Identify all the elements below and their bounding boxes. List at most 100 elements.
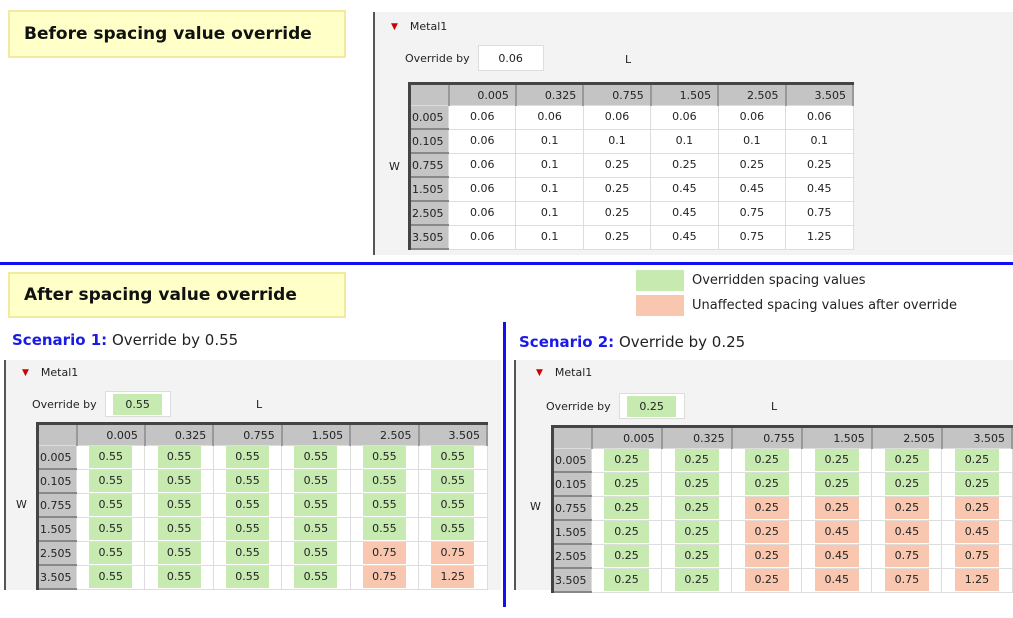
- spacing-cell[interactable]: 0.45: [941, 519, 1013, 545]
- spacing-cell[interactable]: 0.25: [871, 448, 943, 473]
- spacing-cell[interactable]: 0.55: [75, 540, 146, 566]
- spacing-cell[interactable]: 0.45: [650, 200, 719, 226]
- spacing-cell[interactable]: 0.06: [717, 105, 787, 130]
- spacing-cell[interactable]: 0.25: [941, 471, 1013, 497]
- spacing-cell[interactable]: 0.25: [661, 448, 733, 473]
- spacing-cell[interactable]: 0.25: [731, 495, 803, 521]
- spacing-cell[interactable]: 0.75: [871, 567, 943, 593]
- spacing-cell[interactable]: 0.06: [582, 105, 652, 130]
- spacing-cell[interactable]: 0.1: [515, 224, 584, 250]
- spacing-cell[interactable]: 0.06: [447, 128, 517, 154]
- spacing-cell[interactable]: 0.75: [717, 200, 787, 226]
- spacing-cell[interactable]: 0.55: [75, 492, 146, 518]
- spacing-cell[interactable]: 0.55: [281, 492, 351, 518]
- spacing-cell[interactable]: 0.55: [281, 516, 351, 542]
- spacing-cell[interactable]: 0.55: [75, 564, 146, 590]
- spacing-cell[interactable]: 0.55: [144, 564, 214, 590]
- spacing-cell[interactable]: 0.06: [447, 200, 517, 226]
- spacing-cell[interactable]: 0.06: [447, 176, 517, 202]
- spacing-cell[interactable]: 0.25: [590, 543, 663, 569]
- spacing-cell[interactable]: 0.45: [717, 176, 787, 202]
- spacing-cell[interactable]: 0.75: [349, 564, 420, 590]
- spacing-cell[interactable]: 0.25: [650, 152, 719, 178]
- spacing-cell[interactable]: 0.55: [144, 516, 214, 542]
- spacing-cell[interactable]: 0.55: [281, 564, 351, 590]
- spacing-cell[interactable]: 0.25: [801, 448, 873, 473]
- spacing-cell[interactable]: 0.1: [515, 176, 584, 202]
- spacing-cell[interactable]: 0.55: [144, 468, 214, 494]
- spacing-cell[interactable]: 0.25: [871, 495, 943, 521]
- spacing-cell[interactable]: 0.25: [590, 471, 663, 497]
- spacing-cell[interactable]: 0.25: [785, 152, 854, 178]
- spacing-cell[interactable]: 0.45: [801, 519, 873, 545]
- metal1-expander[interactable]: ▼ Metal1: [391, 20, 447, 33]
- spacing-cell[interactable]: 0.06: [447, 152, 517, 178]
- spacing-cell[interactable]: 0.25: [661, 567, 733, 593]
- spacing-cell[interactable]: 0.75: [871, 543, 943, 569]
- spacing-cell[interactable]: 0.25: [731, 567, 803, 593]
- spacing-cell[interactable]: 0.55: [281, 540, 351, 566]
- spacing-cell[interactable]: 0.25: [941, 448, 1013, 473]
- spacing-cell[interactable]: 0.55: [349, 445, 420, 470]
- spacing-cell[interactable]: 0.55: [212, 492, 283, 518]
- spacing-cell[interactable]: 0.55: [281, 468, 351, 494]
- spacing-cell[interactable]: 0.25: [582, 152, 652, 178]
- spacing-cell[interactable]: 0.25: [717, 152, 787, 178]
- spacing-cell[interactable]: 0.45: [650, 224, 719, 250]
- spacing-cell[interactable]: 0.55: [75, 516, 146, 542]
- spacing-cell[interactable]: 0.55: [144, 445, 214, 470]
- override-input[interactable]: 0.55: [104, 391, 171, 417]
- spacing-cell[interactable]: 0.55: [418, 492, 488, 518]
- spacing-cell[interactable]: 0.45: [871, 519, 943, 545]
- metal1-expander[interactable]: ▼ Metal1: [536, 366, 592, 379]
- override-input[interactable]: 0.25: [618, 393, 685, 419]
- spacing-cell[interactable]: 0.55: [212, 468, 283, 494]
- spacing-cell[interactable]: 0.55: [212, 445, 283, 470]
- spacing-cell[interactable]: 1.25: [941, 567, 1013, 593]
- spacing-cell[interactable]: 0.25: [582, 200, 652, 226]
- spacing-cell[interactable]: 0.75: [418, 540, 488, 566]
- spacing-cell[interactable]: 0.25: [801, 471, 873, 497]
- spacing-cell[interactable]: 0.25: [582, 176, 652, 202]
- spacing-cell[interactable]: 0.55: [281, 445, 351, 470]
- spacing-cell[interactable]: 0.06: [785, 105, 854, 130]
- spacing-cell[interactable]: 0.1: [717, 128, 787, 154]
- spacing-cell[interactable]: 0.25: [590, 567, 663, 593]
- spacing-cell[interactable]: 0.06: [650, 105, 719, 130]
- spacing-cell[interactable]: 0.55: [418, 445, 488, 470]
- spacing-cell[interactable]: 0.06: [447, 224, 517, 250]
- spacing-cell[interactable]: 0.25: [731, 471, 803, 497]
- spacing-cell[interactable]: 0.25: [590, 495, 663, 521]
- spacing-cell[interactable]: 0.25: [582, 224, 652, 250]
- spacing-cell[interactable]: 0.25: [590, 448, 663, 473]
- spacing-cell[interactable]: 0.25: [801, 495, 873, 521]
- spacing-cell[interactable]: 0.55: [418, 516, 488, 542]
- override-input[interactable]: 0.06: [477, 45, 544, 71]
- spacing-cell[interactable]: 0.75: [349, 540, 420, 566]
- spacing-cell[interactable]: 0.55: [349, 468, 420, 494]
- spacing-cell[interactable]: 0.25: [871, 471, 943, 497]
- metal1-expander[interactable]: ▼ Metal1: [22, 366, 78, 379]
- spacing-cell[interactable]: 0.55: [418, 468, 488, 494]
- spacing-cell[interactable]: 0.25: [731, 519, 803, 545]
- spacing-cell[interactable]: 0.55: [75, 445, 146, 470]
- spacing-cell[interactable]: 0.1: [515, 152, 584, 178]
- spacing-cell[interactable]: 1.25: [418, 564, 488, 590]
- spacing-cell[interactable]: 0.75: [785, 200, 854, 226]
- spacing-cell[interactable]: 0.25: [731, 543, 803, 569]
- spacing-cell[interactable]: 0.1: [582, 128, 652, 154]
- spacing-cell[interactable]: 0.75: [941, 543, 1013, 569]
- spacing-cell[interactable]: 0.1: [785, 128, 854, 154]
- spacing-cell[interactable]: 0.06: [515, 105, 584, 130]
- spacing-cell[interactable]: 0.45: [801, 543, 873, 569]
- spacing-cell[interactable]: 0.06: [447, 105, 517, 130]
- spacing-cell[interactable]: 0.25: [731, 448, 803, 473]
- spacing-cell[interactable]: 0.25: [661, 495, 733, 521]
- spacing-cell[interactable]: 0.75: [717, 224, 787, 250]
- spacing-cell[interactable]: 0.55: [75, 468, 146, 494]
- spacing-cell[interactable]: 0.55: [212, 540, 283, 566]
- spacing-cell[interactable]: 0.45: [650, 176, 719, 202]
- spacing-cell[interactable]: 0.55: [212, 564, 283, 590]
- spacing-cell[interactable]: 0.1: [650, 128, 719, 154]
- spacing-cell[interactable]: 0.55: [212, 516, 283, 542]
